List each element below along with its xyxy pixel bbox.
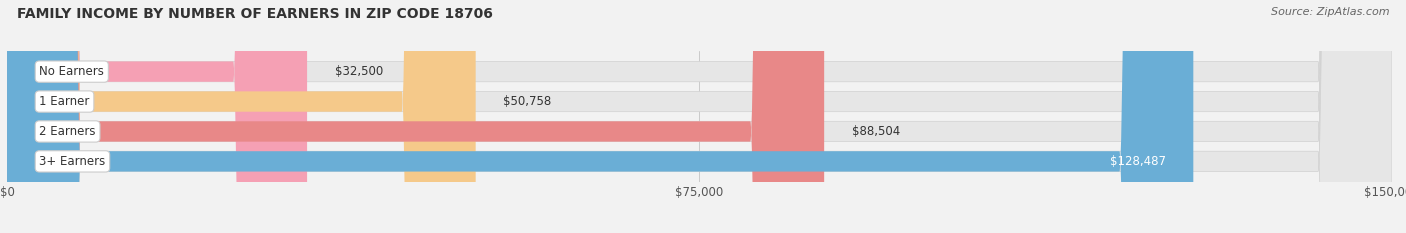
Text: 1 Earner: 1 Earner [39,95,90,108]
Text: 2 Earners: 2 Earners [39,125,96,138]
Text: No Earners: No Earners [39,65,104,78]
Text: FAMILY INCOME BY NUMBER OF EARNERS IN ZIP CODE 18706: FAMILY INCOME BY NUMBER OF EARNERS IN ZI… [17,7,492,21]
FancyBboxPatch shape [7,0,307,233]
Text: 3+ Earners: 3+ Earners [39,155,105,168]
Text: Source: ZipAtlas.com: Source: ZipAtlas.com [1271,7,1389,17]
FancyBboxPatch shape [7,0,1392,233]
Text: $50,758: $50,758 [503,95,551,108]
FancyBboxPatch shape [7,0,1392,233]
FancyBboxPatch shape [7,0,1392,233]
FancyBboxPatch shape [7,0,475,233]
Text: $88,504: $88,504 [852,125,900,138]
Text: $128,487: $128,487 [1109,155,1166,168]
Text: $32,500: $32,500 [335,65,382,78]
FancyBboxPatch shape [7,0,824,233]
FancyBboxPatch shape [7,0,1392,233]
FancyBboxPatch shape [7,0,1194,233]
